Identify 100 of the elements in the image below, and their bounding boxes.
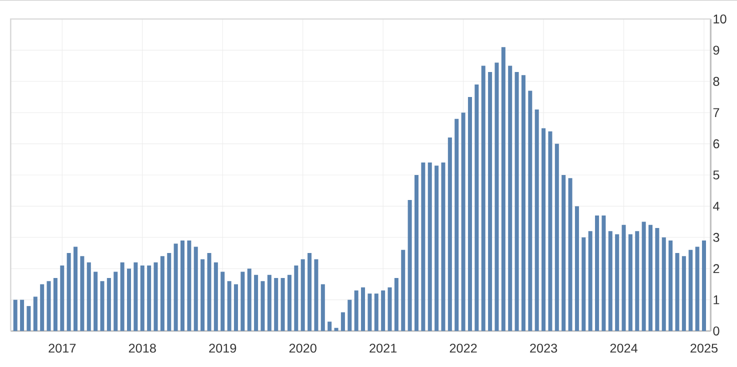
bar <box>33 296 38 331</box>
y-tick-label: 6 <box>713 139 720 148</box>
bar <box>608 231 612 331</box>
bar <box>514 72 519 331</box>
bar <box>602 216 606 331</box>
bar <box>461 112 466 331</box>
bar <box>134 262 138 331</box>
bar <box>66 253 71 331</box>
bar <box>414 175 419 331</box>
bar <box>100 281 104 331</box>
y-tick-label: 9 <box>713 46 720 55</box>
bar <box>628 234 632 331</box>
bar <box>521 75 526 331</box>
x-tick-label: 2024 <box>610 344 638 353</box>
bar <box>615 234 620 331</box>
bar <box>294 265 298 331</box>
bar <box>140 265 144 331</box>
bar <box>554 144 559 331</box>
bar <box>635 231 640 331</box>
x-tick-label: 2025 <box>690 344 718 353</box>
y-tick-label: 3 <box>713 232 720 242</box>
bar <box>388 287 392 331</box>
bar <box>26 306 31 331</box>
x-tick-label: 2022 <box>450 344 477 353</box>
bar <box>408 200 412 331</box>
y-tick-label: 5 <box>713 170 720 180</box>
x-tick-label: 2021 <box>370 344 397 353</box>
bar <box>180 240 184 331</box>
bar <box>60 265 64 331</box>
bar <box>622 224 626 331</box>
bar <box>167 253 172 331</box>
bar <box>214 262 218 331</box>
bar <box>254 274 258 331</box>
bar <box>481 66 486 331</box>
bar <box>187 240 192 331</box>
bar <box>240 272 245 331</box>
bar <box>127 268 132 331</box>
bar <box>354 290 358 331</box>
x-tick-label: 2017 <box>48 344 76 353</box>
bar <box>368 294 372 331</box>
bar <box>227 281 232 331</box>
bar <box>568 178 572 331</box>
bar <box>53 278 58 331</box>
bar <box>274 278 278 331</box>
bar <box>528 90 532 331</box>
bar <box>160 256 164 331</box>
bar <box>448 138 452 331</box>
bar <box>334 328 338 331</box>
y-tick-label: 0 <box>713 326 720 336</box>
bar <box>501 47 506 331</box>
bar <box>374 294 378 331</box>
bar <box>314 259 318 331</box>
bar <box>441 162 446 331</box>
bar <box>174 244 178 331</box>
y-tick-label: 4 <box>713 202 720 211</box>
y-tick-label: 1 <box>714 295 720 304</box>
x-tick-label: 2019 <box>209 344 236 353</box>
bar <box>428 162 432 331</box>
y-tick-label: 10 <box>714 14 726 24</box>
bar <box>308 253 312 331</box>
y-tick-label: 7 <box>713 108 720 117</box>
bar <box>94 272 98 331</box>
bar <box>300 259 305 331</box>
bar <box>508 66 512 331</box>
bar <box>280 278 285 331</box>
bar <box>348 300 352 331</box>
bar <box>147 265 152 331</box>
bar <box>595 216 600 331</box>
bar <box>74 246 78 331</box>
bar <box>702 240 706 331</box>
y-tick-label: 2 <box>713 264 720 274</box>
bar <box>682 256 686 331</box>
bar <box>454 118 459 331</box>
bar <box>642 222 646 331</box>
bar <box>574 206 579 331</box>
x-tick-label: 2020 <box>289 344 316 353</box>
bar <box>361 287 366 331</box>
bar <box>220 272 225 331</box>
bar <box>46 281 51 331</box>
bar <box>648 224 653 331</box>
x-tick-label: 2018 <box>128 344 156 353</box>
bar <box>468 97 472 331</box>
bar <box>287 274 292 331</box>
bar <box>381 290 386 331</box>
bar <box>421 162 426 331</box>
bar <box>267 274 272 331</box>
bar <box>548 131 552 331</box>
bar <box>114 272 118 331</box>
bar <box>340 312 345 331</box>
bar <box>20 300 24 331</box>
bar <box>200 259 205 331</box>
bar <box>582 237 586 331</box>
bar <box>474 84 479 331</box>
bar <box>675 253 680 331</box>
bar <box>320 284 325 331</box>
bar <box>106 278 111 331</box>
bar <box>668 240 673 331</box>
x-tick-label: 2023 <box>530 344 558 353</box>
bar <box>154 262 158 331</box>
bar <box>260 281 265 331</box>
